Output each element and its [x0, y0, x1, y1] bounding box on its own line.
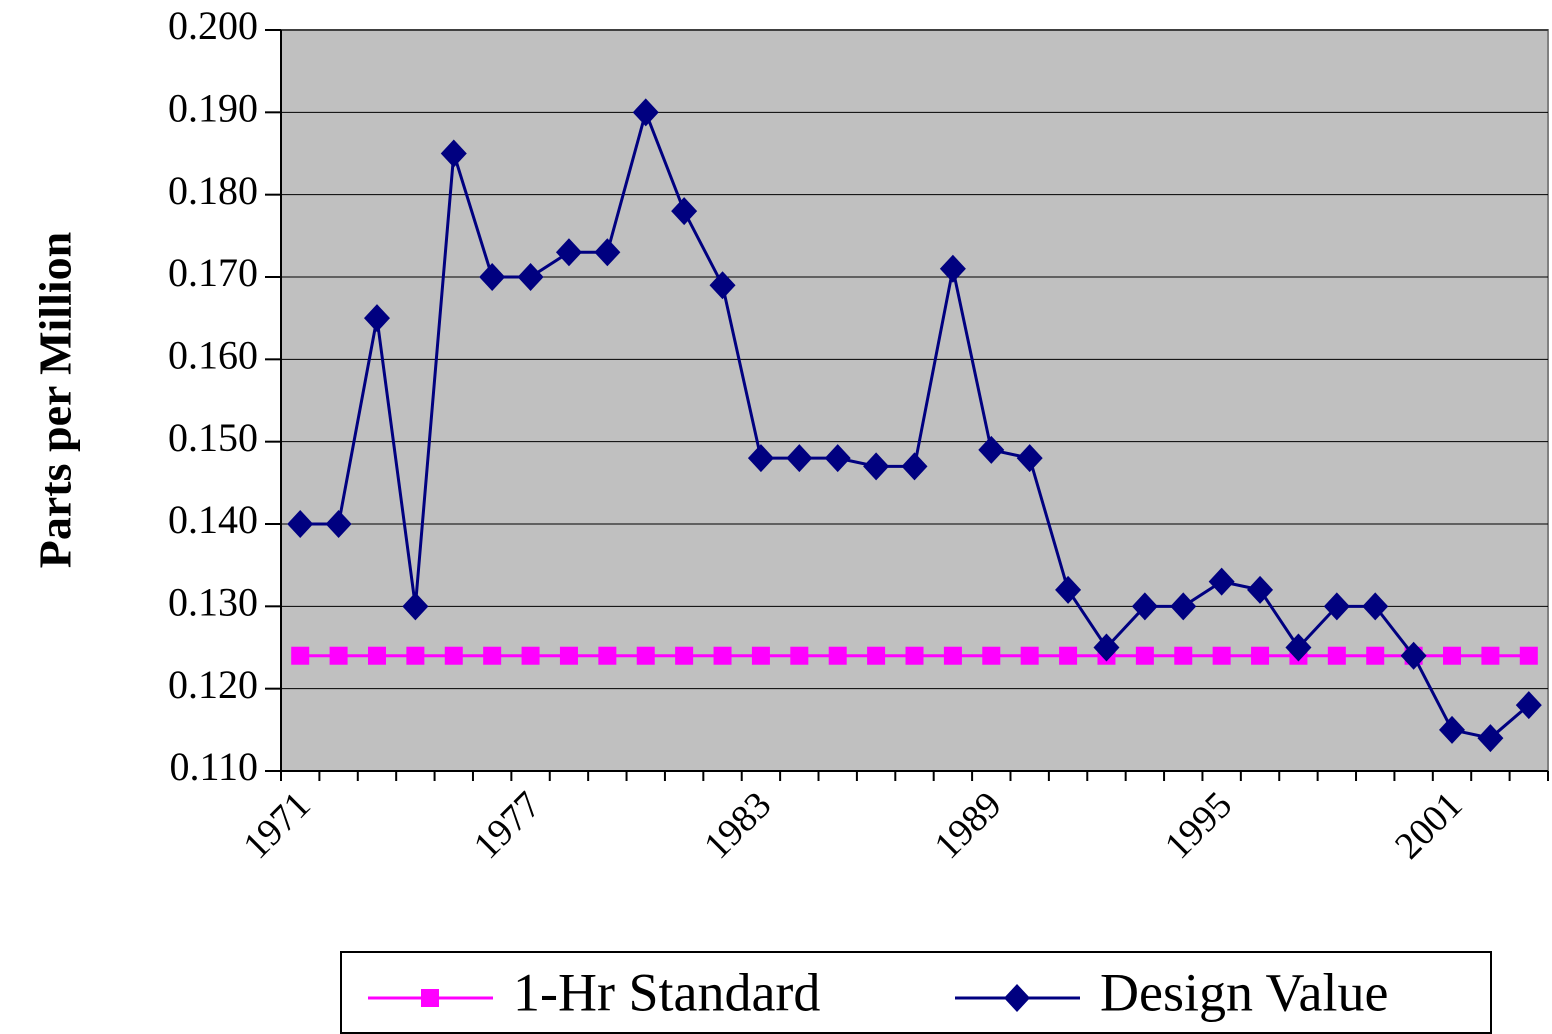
data-point [939, 254, 966, 283]
data-point [1174, 646, 1193, 665]
data-point [291, 646, 310, 665]
data-point [636, 646, 655, 665]
y-tick-label: 0.170 [168, 250, 258, 295]
x-tick-label: 1971 [235, 784, 318, 867]
data-point [1251, 646, 1270, 665]
y-tick-label: 0.110 [169, 744, 258, 789]
y-tick-label: 0.200 [168, 3, 258, 48]
data-point [363, 304, 390, 333]
data-point [867, 646, 886, 665]
x-tick-label: 2001 [1387, 784, 1470, 867]
data-point [559, 646, 578, 665]
data-point [863, 452, 890, 481]
legend-label: 1-Hr Standard [513, 962, 820, 1022]
data-point [709, 271, 736, 300]
data-point [790, 646, 809, 665]
data-point [1135, 646, 1154, 665]
y-axis-title: Parts per Million [30, 232, 81, 568]
data-point [786, 444, 813, 473]
data-point [747, 444, 774, 473]
data-point [594, 238, 621, 267]
legend-box [340, 951, 1492, 1034]
data-point [828, 646, 847, 665]
x-tick-label: 1983 [696, 784, 779, 867]
data-point [1055, 575, 1082, 604]
data-point [978, 435, 1005, 464]
data-point [1016, 444, 1043, 473]
data-point [1481, 646, 1500, 665]
data-point [675, 646, 694, 665]
y-tick-label: 0.180 [168, 168, 258, 213]
data-point [1247, 575, 1274, 604]
data-point [1131, 592, 1158, 621]
data-point [751, 646, 770, 665]
y-tick-label: 0.150 [168, 415, 258, 460]
data-point [1519, 646, 1538, 665]
data-point [1170, 592, 1197, 621]
data-point [598, 646, 617, 665]
data-point [406, 646, 425, 665]
data-point [1208, 567, 1235, 596]
data-point [440, 139, 467, 168]
data-point [1323, 592, 1350, 621]
data-point [1439, 715, 1466, 744]
data-point [483, 646, 502, 665]
data-point [982, 646, 1001, 665]
data-point [1327, 646, 1346, 665]
data-point [1093, 633, 1120, 662]
data-point [287, 510, 314, 538]
x-tick-label: 1989 [926, 784, 1009, 867]
y-tick-label: 0.160 [168, 333, 258, 378]
y-tick-label: 0.120 [168, 662, 258, 707]
data-point [444, 646, 463, 665]
data-point [671, 197, 698, 226]
data-point [1059, 646, 1078, 665]
data-point [1362, 592, 1389, 621]
data-point [901, 452, 928, 481]
data-point [1212, 646, 1231, 665]
data-point [1477, 724, 1504, 753]
data-point [402, 592, 429, 621]
legend-marker [1004, 984, 1030, 1012]
legend-label: Design Value [1100, 962, 1388, 1022]
data-point [367, 646, 386, 665]
y-tick-label: 0.130 [168, 580, 258, 625]
data-point [521, 646, 540, 665]
y-tick-label: 0.140 [168, 497, 258, 542]
data-point [824, 444, 851, 473]
x-tick-label: 1977 [466, 784, 549, 867]
data-point [905, 646, 924, 665]
data-point [1400, 641, 1427, 670]
data-point [479, 263, 506, 291]
data-point [713, 646, 732, 665]
data-point [1366, 646, 1385, 665]
data-point [325, 510, 352, 538]
data-point [517, 263, 544, 291]
data-point [632, 98, 659, 127]
data-point [329, 646, 348, 665]
data-point [555, 238, 582, 267]
data-point [1515, 691, 1542, 720]
data-point [1443, 646, 1462, 665]
y-tick-label: 0.190 [168, 86, 258, 131]
legend-marker [421, 989, 439, 1007]
data-point [943, 646, 962, 665]
data-point [1020, 646, 1039, 665]
data-point [1285, 633, 1312, 662]
x-tick-label: 1995 [1157, 784, 1240, 867]
